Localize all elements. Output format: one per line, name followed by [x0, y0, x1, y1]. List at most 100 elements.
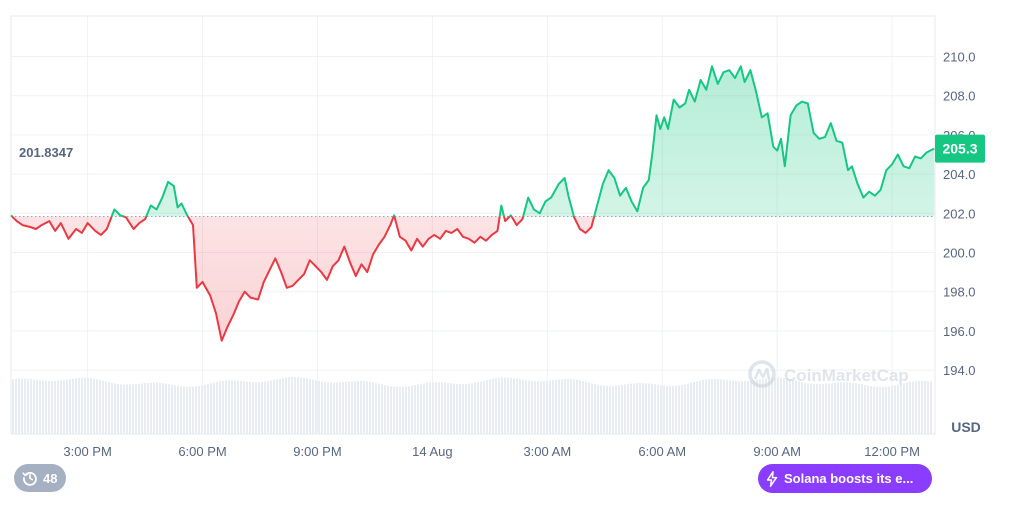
volume-bar [693, 382, 695, 434]
volume-bar [237, 380, 239, 434]
price-point [40, 224, 43, 227]
volume-bar [666, 385, 668, 434]
y-tick-label: 210.0 [943, 50, 976, 65]
volume-bar [387, 385, 389, 434]
price-point [563, 176, 566, 179]
price-point [801, 100, 804, 103]
price-point [220, 339, 223, 342]
volume-bar [168, 384, 170, 434]
price-point [337, 259, 340, 262]
price-point [672, 98, 675, 101]
volume-bar [189, 386, 191, 434]
price-point [856, 182, 859, 185]
volume-bar [249, 381, 251, 434]
volume-bar [492, 378, 494, 434]
price-point [320, 271, 323, 274]
volume-bar [177, 385, 179, 434]
price-point [896, 153, 899, 156]
volume-bar [15, 378, 17, 434]
price-point [262, 280, 265, 283]
volume-bar [90, 378, 92, 434]
price-point [919, 157, 922, 160]
volume-bar [783, 378, 785, 434]
volume-bar [210, 383, 212, 434]
volume-bar [918, 380, 920, 434]
volume-bar [207, 383, 209, 434]
price-point [601, 182, 604, 185]
volume-bar [858, 383, 860, 434]
volume-bar [36, 379, 38, 434]
price-point [479, 235, 482, 238]
volume-bar [267, 381, 269, 434]
price-point [393, 214, 396, 217]
volume-bar [600, 385, 602, 434]
volume-bar [702, 379, 704, 434]
price-point [789, 114, 792, 117]
volume-bar [435, 382, 437, 434]
price-point [755, 90, 758, 93]
lightning-icon [766, 470, 778, 487]
volume-bar [786, 378, 788, 434]
price-point [360, 263, 363, 266]
price-point [538, 212, 541, 215]
volume-bar [273, 379, 275, 434]
price-point [596, 204, 599, 207]
price-point [155, 208, 158, 211]
volume-bar [75, 378, 77, 434]
volume-bar [258, 382, 260, 434]
price-point [67, 237, 70, 240]
volume-bar [432, 382, 434, 434]
volume-bar [96, 379, 98, 434]
price-point [377, 243, 380, 246]
volume-bar [21, 378, 23, 434]
price-point [914, 155, 917, 158]
volume-bar [276, 379, 278, 434]
volume-bar [105, 381, 107, 434]
volume-bar [213, 382, 215, 434]
price-point [655, 114, 658, 117]
volume-bar [813, 383, 815, 434]
volume-bar [396, 386, 398, 434]
volume-bar [33, 379, 35, 434]
price-point [484, 239, 487, 242]
volume-bar [690, 382, 692, 434]
volume-bar [429, 382, 431, 434]
history-badge[interactable]: 48 [14, 464, 67, 492]
volume-bar [66, 379, 68, 434]
volume-bar [756, 379, 758, 434]
baseline-label: 201.8347 [19, 145, 73, 160]
volume-bar [840, 382, 842, 434]
volume-bar [363, 381, 365, 434]
volume-bar [108, 382, 110, 434]
volume-bar [297, 377, 299, 434]
volume-bar [480, 381, 482, 434]
volume-bar [582, 381, 584, 434]
volume-bar [900, 383, 902, 434]
volume-bar [819, 384, 821, 434]
volume-bar [531, 380, 533, 434]
price-point [348, 261, 351, 264]
volume-bar [84, 377, 86, 434]
volume-bar [333, 382, 335, 434]
news-pill[interactable]: Solana boosts its e... [758, 464, 932, 493]
price-point [75, 227, 78, 230]
volume-bar [411, 385, 413, 434]
volume-bar [63, 380, 65, 434]
price-point [496, 229, 499, 232]
volume-bar [870, 386, 872, 434]
price-point [59, 222, 62, 225]
price-point [149, 204, 152, 207]
volume-bar [360, 380, 362, 434]
volume-bar [675, 385, 677, 434]
volume-bar [885, 386, 887, 434]
volume-bar [636, 383, 638, 434]
volume-bar [171, 384, 173, 434]
volume-bar [381, 384, 383, 434]
price-point [812, 131, 815, 134]
volume-bar [822, 383, 824, 434]
volume-bar [486, 379, 488, 434]
price-point [132, 227, 135, 230]
volume-bar [243, 381, 245, 434]
volume-bar [162, 383, 164, 434]
price-point [925, 151, 928, 154]
